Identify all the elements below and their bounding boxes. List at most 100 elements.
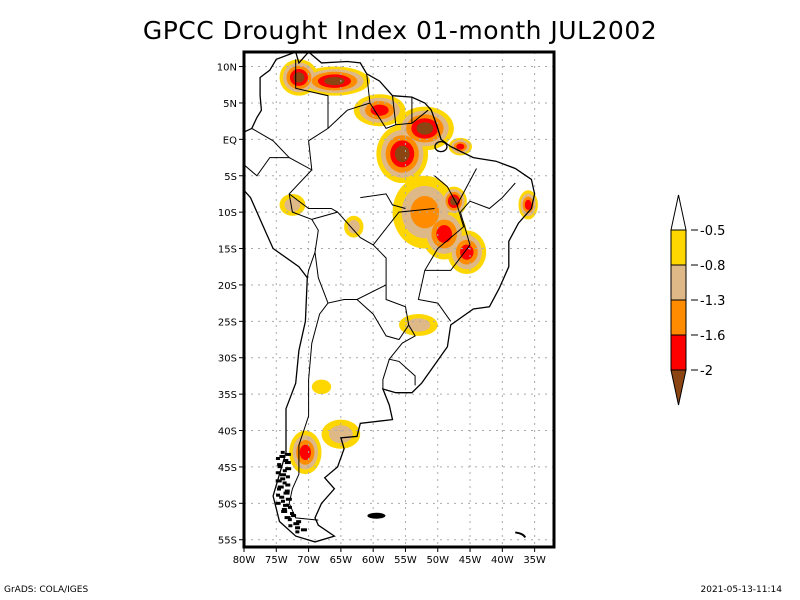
colorbar-label: -2 <box>700 364 713 379</box>
chile-fjord-island <box>285 467 292 471</box>
chile-fjord-island <box>288 524 293 528</box>
chile-fjord-island <box>275 479 282 483</box>
drought-patch-central-argentina <box>311 379 332 395</box>
drought-patch-peru-amazon <box>284 198 301 212</box>
chile-fjord-island <box>282 469 287 473</box>
marajo-island <box>434 140 448 153</box>
country-border <box>360 193 406 209</box>
y-axis-ticks: 10N 5N EQ 5S 10S 15S 20S 25S 30S 35S 40S 45S 50S 55S <box>217 63 244 547</box>
chile-fjord-island <box>295 526 301 530</box>
x-tick-label: 70W <box>297 555 320 566</box>
y-tick-label: 45S <box>218 463 237 474</box>
chile-fjord-island <box>279 473 286 477</box>
colorbar-upper-arrow <box>670 194 687 231</box>
chile-fjord-island <box>277 463 282 467</box>
chile-fjord-island <box>283 503 290 507</box>
south-america-coastline <box>244 52 536 543</box>
y-tick-label: 15S <box>218 245 237 256</box>
colorbar-segment <box>670 264 687 301</box>
colorbar-label: -1.3 <box>700 294 725 309</box>
chile-fjord-island <box>300 528 307 532</box>
chile-fjord-island <box>287 518 292 522</box>
country-border <box>424 182 516 271</box>
country-border <box>244 157 290 177</box>
chile-fjord-island <box>283 491 290 495</box>
chile-fjord-island <box>284 516 291 520</box>
colorbar-label: -0.8 <box>700 259 725 274</box>
falkland-islands <box>367 512 386 519</box>
x-tick-label: 80W <box>233 555 256 566</box>
y-tick-label: 50S <box>218 499 237 510</box>
x-tick-label: 35W <box>523 555 546 566</box>
colorbar-label: -1.6 <box>700 329 725 344</box>
chile-fjord-island <box>296 520 302 524</box>
chile-fjord-island <box>281 507 287 511</box>
y-tick-label: 30S <box>218 354 237 365</box>
map-title: GPCC Drought Index 01-month JUL2002 <box>142 16 658 45</box>
x-tick-label: 45W <box>459 555 482 566</box>
drought-patch-northern-venezuela <box>324 76 345 86</box>
x-tick-label: 55W <box>394 555 417 566</box>
y-tick-label: 10N <box>217 63 237 74</box>
drought-patch-amapa-para-north <box>416 122 434 135</box>
drought-patch-lower-amazon <box>394 145 410 163</box>
chile-fjord-island <box>285 483 291 487</box>
chile-fjord-island <box>285 452 291 456</box>
drought-patch-maranhao-coast <box>456 143 465 150</box>
y-tick-label: 20S <box>218 281 237 292</box>
drought-patch-goias-bahia <box>436 225 453 243</box>
country-border <box>372 208 435 246</box>
drought-patch-northern-patagonia <box>299 444 311 460</box>
chile-fjord-island <box>279 495 285 499</box>
chile-fjord-island <box>280 477 286 481</box>
chile-fjord-island <box>280 450 285 454</box>
colorbar-segment <box>670 299 687 336</box>
chile-fjord-island <box>285 475 290 479</box>
chile-fjord-island <box>276 493 281 497</box>
chile-fjord-island <box>287 505 292 509</box>
chile-fjord-island <box>291 514 297 518</box>
timestamp: 2021-05-13-11:14 <box>700 585 783 595</box>
grads-credit: GrADS: COLA/IGES <box>4 585 89 595</box>
country-border <box>327 73 371 129</box>
chile-fjord-island <box>283 459 289 463</box>
plot-frame <box>242 50 556 549</box>
chile-fjord-island <box>282 481 287 485</box>
country-border <box>356 284 410 341</box>
chile-fjord-island <box>277 485 284 489</box>
y-tick-label: 5N <box>223 99 237 110</box>
x-tick-label: 65W <box>330 555 353 566</box>
country-border <box>382 359 390 389</box>
drought-patch-southern-brazil <box>406 318 431 332</box>
drought-patch-minas-gerais <box>460 244 474 260</box>
colorbar-legend: -0.5 -0.8 -1.3 -1.6 -2 <box>670 194 725 406</box>
drought-patch-central-brazil-tocantins <box>410 195 440 229</box>
colorbar-segment <box>670 229 687 266</box>
y-tick-label: 35S <box>218 390 237 401</box>
y-tick-label: 10S <box>218 208 237 219</box>
chile-fjord-island <box>275 456 280 460</box>
y-tick-label: 25S <box>218 317 237 328</box>
drought-fill-layer <box>279 59 538 475</box>
country-border <box>288 193 338 213</box>
chile-fjord-island <box>281 509 288 513</box>
drought-patch-northwest-colombia-venezuela <box>293 72 305 83</box>
chile-fjord-island <box>290 512 295 516</box>
drought-patch-bolivia-north <box>347 219 360 234</box>
country-border <box>456 168 477 206</box>
drought-patch-guyana-surinam <box>370 104 389 116</box>
south-georgia <box>515 531 527 538</box>
chile-fjord-island <box>276 487 281 491</box>
chile-fjord-island <box>285 497 292 501</box>
country-border <box>251 59 329 171</box>
chile-fjord-island <box>293 522 300 526</box>
chile-fjord-island <box>277 465 283 469</box>
y-tick-label: 5S <box>224 172 237 183</box>
x-tick-label: 60W <box>362 555 385 566</box>
chile-fjord-island <box>280 499 285 503</box>
colorbar-label: -0.5 <box>700 224 725 239</box>
chile-fjord-island <box>284 489 290 493</box>
drought-patch-patagonia-east <box>328 425 353 444</box>
colorbar-lower-arrow <box>670 369 687 406</box>
